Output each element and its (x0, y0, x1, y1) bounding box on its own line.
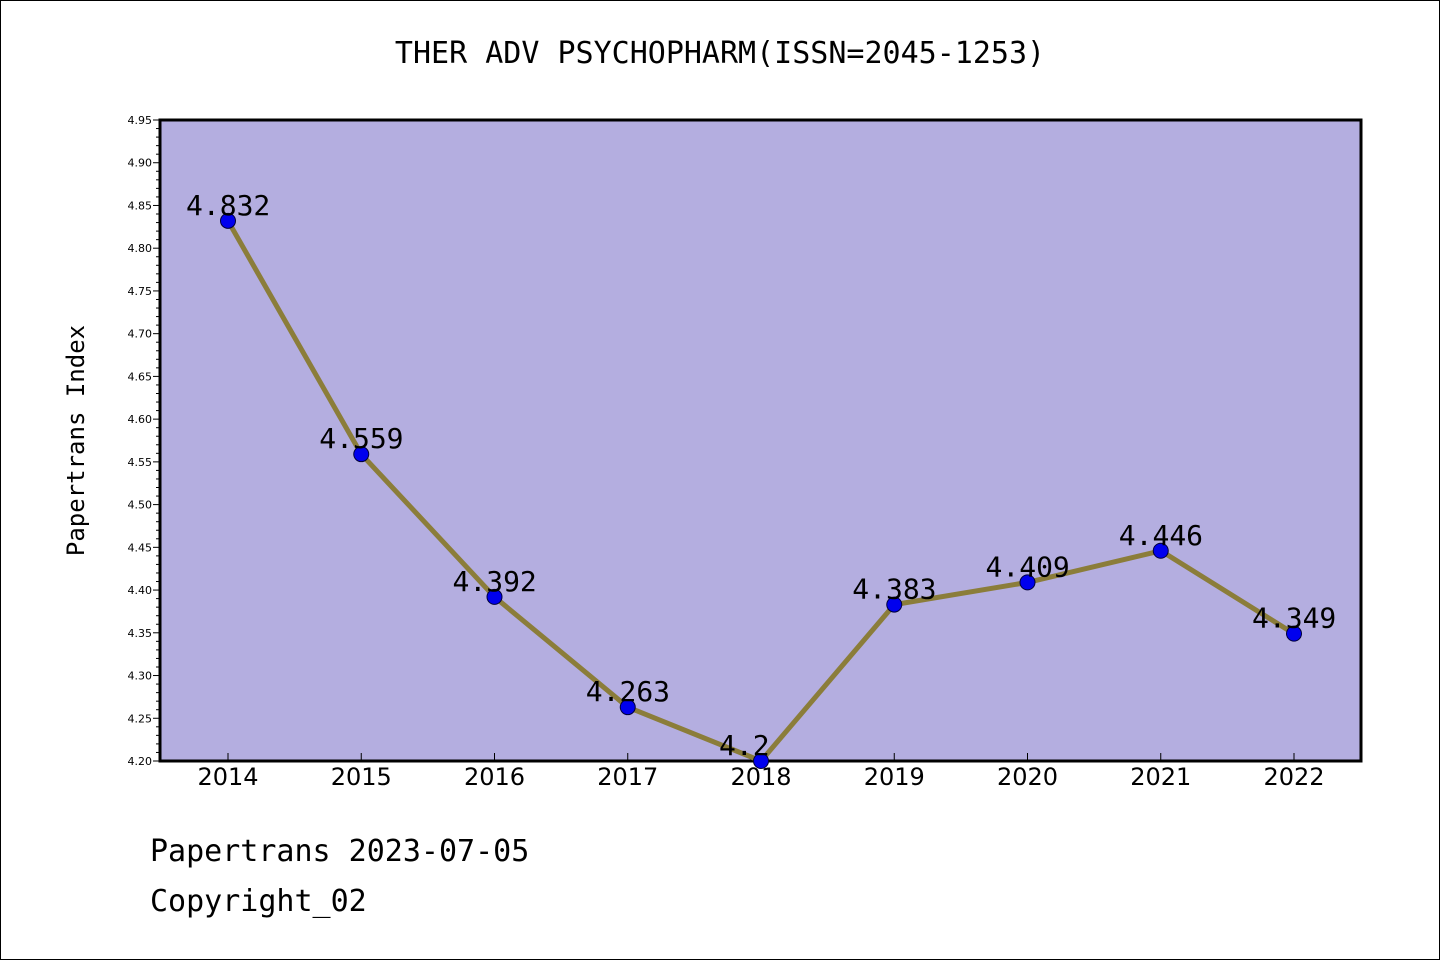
data-point (1152, 542, 1169, 559)
x-tick-label: 2019 (864, 763, 925, 791)
y-tick-label: 4.90 (128, 157, 153, 170)
x-tick-label: 2016 (464, 763, 525, 791)
data-point (353, 446, 370, 463)
y-tick-label: 4.70 (128, 328, 153, 341)
y-tick-label: 4.65 (128, 370, 153, 383)
y-axis-label: Papertrans Index (62, 325, 90, 556)
data-point (1286, 625, 1302, 642)
data-label: 4.263 (586, 675, 670, 708)
x-tick-label: 2015 (331, 763, 392, 791)
data-point (220, 212, 236, 229)
y-tick-label: 4.25 (128, 712, 153, 725)
y-tick-label: 4.95 (128, 114, 153, 127)
y-tick-label: 4.80 (128, 242, 153, 255)
data-label: 4.446 (1119, 519, 1203, 552)
data-label: 4.559 (319, 422, 403, 455)
data-point (1019, 574, 1036, 591)
y-tick-label: 4.85 (128, 199, 153, 212)
data-point (753, 753, 769, 769)
x-axis: 2014 2015 2016 2017 2018 2019 2020 2021 2022 (197, 753, 1325, 791)
data-point (486, 588, 503, 605)
y-tick-label: 4.40 (128, 584, 153, 597)
x-tick-label: 2020 (997, 763, 1058, 791)
data-label: 4.383 (852, 573, 936, 606)
data-label: 4.2 (719, 729, 770, 762)
x-tick-label: 2014 (197, 763, 258, 791)
y-tick-label: 4.20 (128, 755, 153, 768)
footer-copyright: Copyright_02 (150, 884, 367, 919)
data-label: 4.392 (453, 565, 537, 598)
data-label: 4.832 (186, 189, 270, 222)
data-labels: 4.832 4.559 4.392 4.263 4.2 4.383 4.409 4.446 4.… (186, 189, 1336, 762)
series-markers (220, 212, 1302, 769)
y-tick-label: 4.30 (128, 670, 153, 683)
y-tick-label: 4.35 (128, 627, 153, 640)
y-tick-label: 4.55 (128, 456, 153, 469)
y-tick-label: 4.75 (128, 285, 153, 298)
x-tick-label: 2017 (597, 763, 658, 791)
y-tick-label: 4.45 (128, 541, 153, 554)
data-point (886, 596, 903, 613)
data-label: 4.349 (1252, 602, 1336, 635)
plot-area (158, 118, 1363, 763)
data-point (619, 699, 636, 716)
y-tick-label: 4.50 (128, 499, 153, 512)
x-tick-label: 2022 (1263, 763, 1324, 791)
data-label: 4.409 (986, 550, 1070, 583)
y-tick-label: 4.60 (128, 413, 153, 426)
chart-title: THER ADV PSYCHOPHARM(ISSN=2045-1253) (394, 36, 1046, 71)
x-tick-label: 2021 (1130, 763, 1191, 791)
y-axis: 4.20 4.25 4.30 4.35 4.40 4.45 4.50 4.55 4.60 4.65… (128, 114, 160, 768)
footer-date: Papertrans 2023-07-05 (150, 834, 530, 869)
